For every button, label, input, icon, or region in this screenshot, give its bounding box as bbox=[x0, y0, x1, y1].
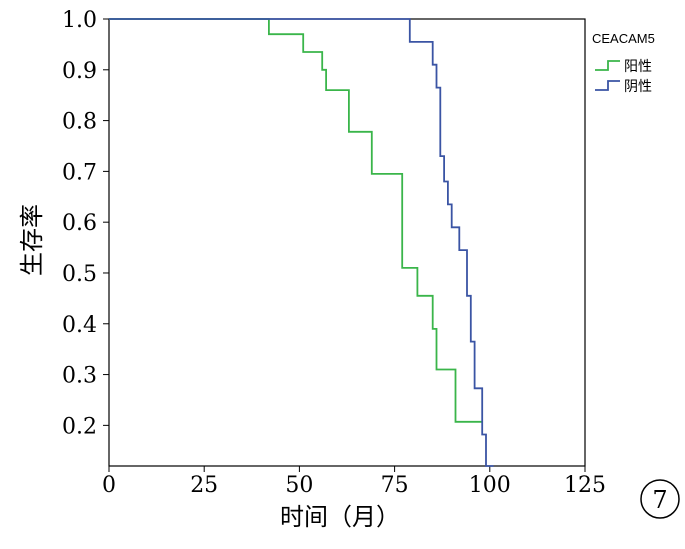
legend-label-2: 阴性 bbox=[624, 79, 652, 95]
y-tick-label: 0.6 bbox=[62, 211, 97, 236]
plot-area bbox=[108, 18, 586, 467]
y-axis-title: 生存率 bbox=[18, 204, 46, 276]
series-layer bbox=[109, 18, 494, 467]
series-line-2 bbox=[109, 18, 494, 467]
x-tick-label: 25 bbox=[190, 473, 218, 498]
y-tick-label: 0.2 bbox=[62, 414, 97, 439]
series-line-1 bbox=[109, 18, 483, 423]
x-tick-label: 125 bbox=[564, 473, 606, 498]
y-tick-label: 0.5 bbox=[62, 262, 97, 287]
y-tick-label: 0.8 bbox=[62, 110, 97, 135]
y-axis-ticks: 0.2 0.3 0.4 0.5 0.6 0.7 0.8 0.9 1.0 bbox=[62, 8, 109, 439]
x-tick-label: 50 bbox=[285, 473, 313, 498]
legend-swatch-1 bbox=[595, 60, 620, 71]
x-tick-label: 75 bbox=[381, 473, 409, 498]
figure-number-badge: 7 bbox=[640, 479, 680, 519]
legend-swatch-2 bbox=[595, 80, 620, 91]
y-tick-label: 1.0 bbox=[62, 8, 97, 33]
x-axis-title: 时间（月） bbox=[280, 503, 400, 531]
x-axis-ticks: 0 25 50 75 100 125 bbox=[102, 466, 606, 498]
x-tick-label: 100 bbox=[469, 473, 511, 498]
y-tick-label: 0.4 bbox=[62, 313, 97, 338]
badge-label: 7 bbox=[652, 486, 667, 514]
plot-frame bbox=[108, 18, 586, 467]
legend-label-1: 阳性 bbox=[624, 59, 652, 75]
y-tick-label: 0.9 bbox=[62, 59, 97, 84]
x-tick-label: 0 bbox=[102, 473, 116, 498]
legend-title: CEACAM5 bbox=[592, 31, 655, 46]
y-tick-label: 0.3 bbox=[62, 364, 97, 389]
badge-circle bbox=[640, 479, 680, 519]
y-tick-label: 0.7 bbox=[62, 160, 97, 185]
